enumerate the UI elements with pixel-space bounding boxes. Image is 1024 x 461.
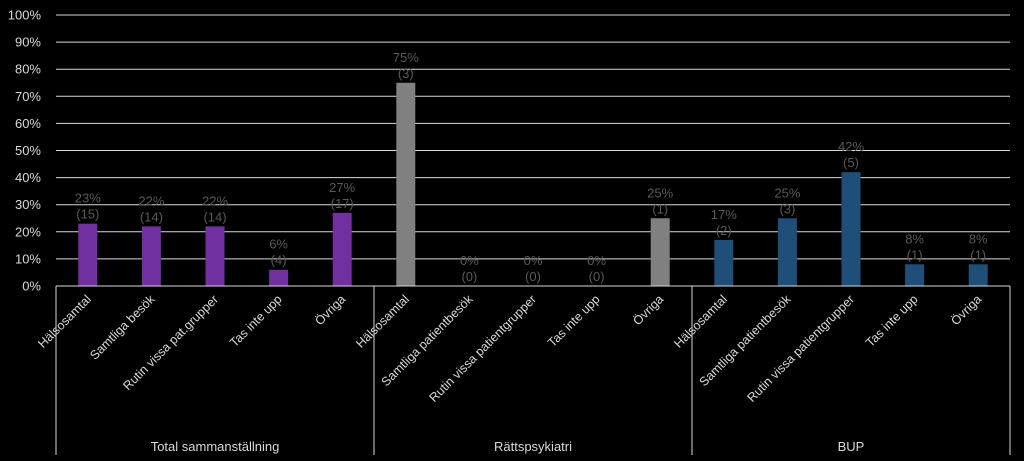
data-label-percent: 75% <box>393 50 419 65</box>
data-label-percent: 6% <box>269 237 288 252</box>
bar <box>841 172 861 286</box>
bar <box>269 269 289 286</box>
category-label: Tas inte upp <box>227 292 285 350</box>
data-label-count: (4) <box>271 253 287 268</box>
category-label: Övriga <box>630 292 666 328</box>
y-tick-label: 0% <box>22 279 41 294</box>
data-label-count: (14) <box>140 209 163 224</box>
category-label: Övriga <box>948 292 984 328</box>
data-label-percent: 0% <box>524 253 543 268</box>
data-label-percent: 25% <box>774 185 800 200</box>
data-label-count: (15) <box>76 207 99 222</box>
data-label-count: (2) <box>716 223 732 238</box>
data-label-count: (0) <box>525 269 541 284</box>
data-label-percent: 8% <box>905 231 924 246</box>
category-label: Hälsosamtal <box>35 292 94 351</box>
data-label-percent: 0% <box>587 253 606 268</box>
category-label: Hälsosamtal <box>353 292 412 351</box>
bar <box>968 264 988 286</box>
bar <box>141 226 161 286</box>
data-label-count: (1) <box>907 247 923 262</box>
y-tick-label: 40% <box>15 170 41 185</box>
data-label-percent: 22% <box>138 193 164 208</box>
data-label-percent: 42% <box>838 139 864 154</box>
y-tick-label: 80% <box>15 62 41 77</box>
category-label: Tas inte upp <box>545 292 603 350</box>
bar <box>905 264 925 286</box>
y-tick-label: 20% <box>15 224 41 239</box>
bar <box>396 82 416 286</box>
bar <box>714 239 734 286</box>
category-label: Hälsosamtal <box>671 292 730 351</box>
group-label: Rättspsykiatri <box>494 439 572 454</box>
data-label-count: (1) <box>970 247 986 262</box>
data-label-count: (5) <box>843 155 859 170</box>
category-label: Samtliga besök <box>87 292 158 363</box>
category-label: Tas inte upp <box>863 292 921 350</box>
bar <box>78 223 98 286</box>
y-tick-label: 30% <box>15 197 41 212</box>
bar <box>332 212 352 286</box>
y-tick-label: 50% <box>15 143 41 158</box>
y-tick-label: 60% <box>15 116 41 131</box>
bar <box>205 226 225 286</box>
y-tick-label: 90% <box>15 35 41 50</box>
data-label-percent: 25% <box>647 185 673 200</box>
data-label-count: (0) <box>589 269 605 284</box>
y-tick-label: 70% <box>15 89 41 104</box>
data-label-count: (3) <box>779 201 795 216</box>
category-label: Rutin vissa patientgrupper <box>427 292 540 405</box>
data-label-count: (14) <box>203 209 226 224</box>
bar <box>650 218 670 286</box>
group-label: Total sammanställning <box>151 439 280 454</box>
category-label: Rutin vissa patientgrupper <box>745 292 858 405</box>
y-tick-label: 10% <box>15 251 41 266</box>
data-label-count: (17) <box>331 196 354 211</box>
data-label-percent: 8% <box>969 231 988 246</box>
category-label: Övriga <box>312 292 348 328</box>
data-label-count: (3) <box>398 66 414 81</box>
bar <box>777 218 797 286</box>
y-tick-label: 100% <box>8 8 42 23</box>
group-label: BUP <box>838 439 865 454</box>
data-label-percent: 17% <box>711 207 737 222</box>
data-label-count: (0) <box>461 269 477 284</box>
data-label-percent: 0% <box>460 253 479 268</box>
data-label-percent: 22% <box>202 193 228 208</box>
data-label-count: (1) <box>652 201 668 216</box>
data-label-percent: 23% <box>75 191 101 206</box>
data-label-percent: 27% <box>329 180 355 195</box>
